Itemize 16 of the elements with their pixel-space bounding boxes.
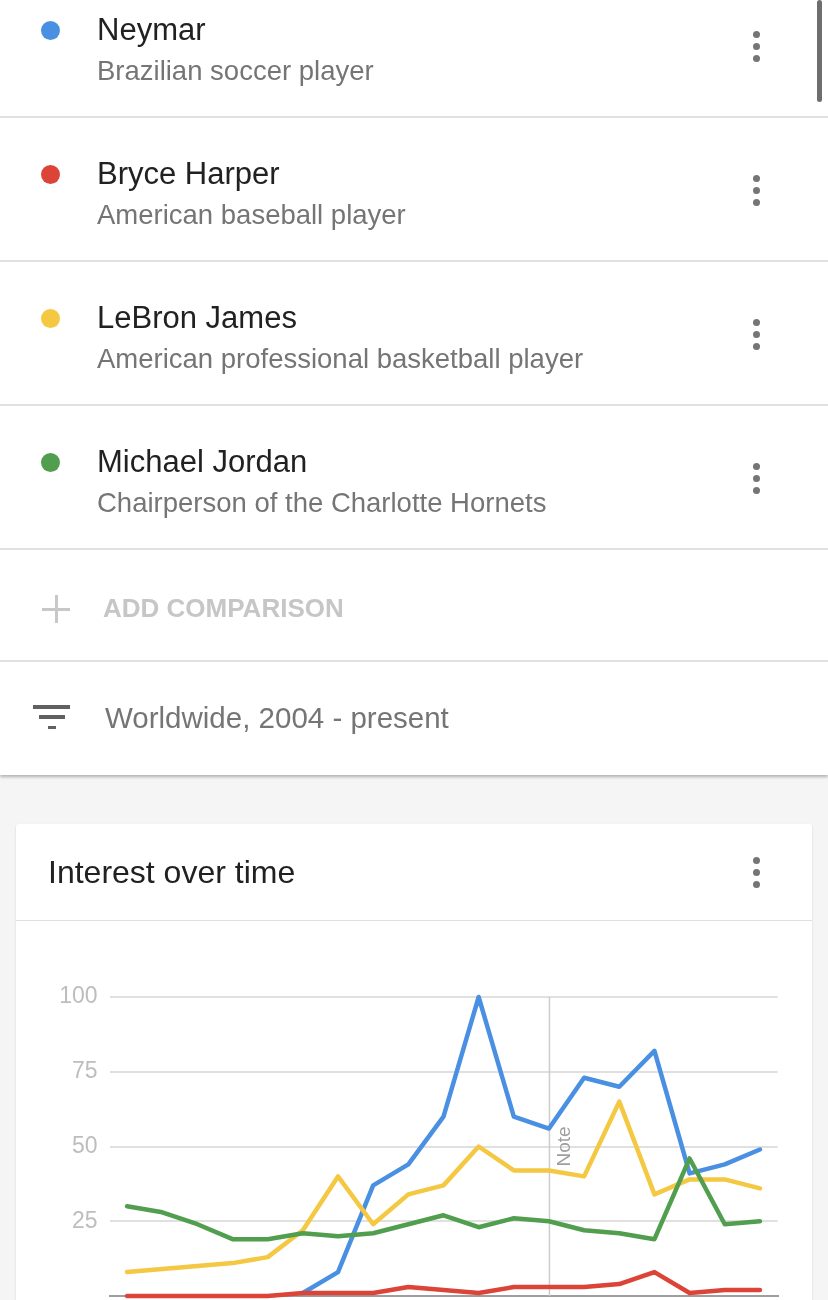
text: ADD COMPARISON — [103, 593, 344, 625]
y-tick-label: 50 — [71, 1131, 98, 1158]
text: Brazilian soccer player — [97, 53, 374, 87]
y-tick-label: 75 — [71, 1057, 98, 1084]
annotation: Note — [553, 1126, 575, 1167]
y-tick-label: 25 — [71, 1206, 98, 1233]
text: American professional basketball player — [97, 341, 584, 375]
chart-subtitle: Worldwide, 2004 - present — [105, 700, 449, 736]
legend-label: Neymar — [97, 11, 206, 49]
text: American baseball player — [97, 197, 406, 231]
legend-label: Michael Jordan — [97, 443, 308, 481]
chart-title: Interest over time — [48, 852, 296, 892]
text: Chairperson of the Charlotte Hornets — [97, 485, 547, 519]
legend-label: Bryce Harper — [97, 155, 280, 193]
y-tick-label: 100 — [59, 982, 98, 1009]
legend-label: LeBron James — [97, 299, 297, 337]
